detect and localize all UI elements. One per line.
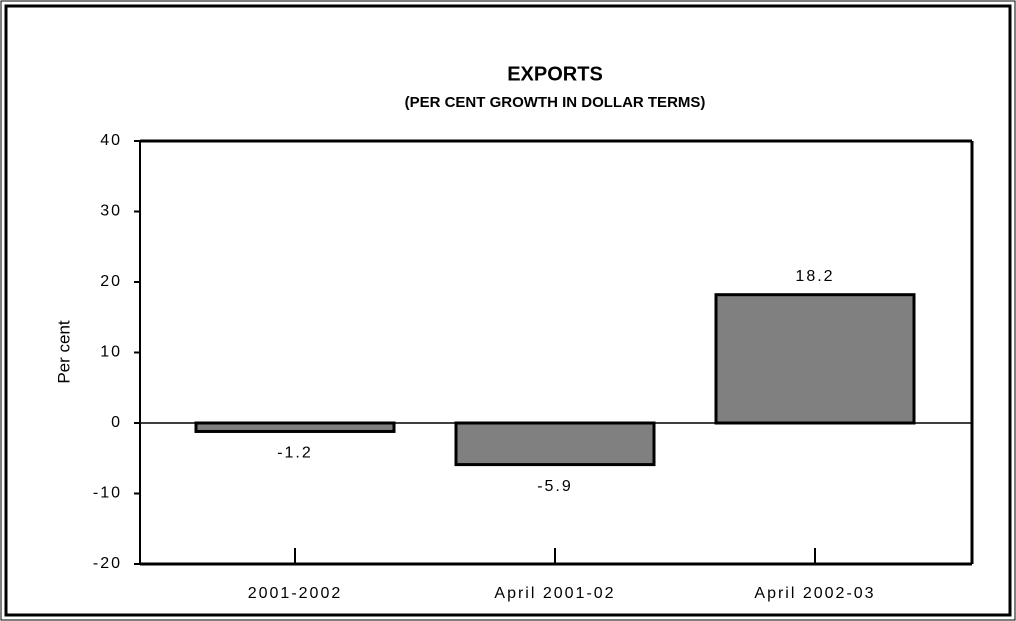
x-tick-label: April 2001-02 bbox=[494, 585, 615, 602]
y-tick-label: 30 bbox=[100, 203, 122, 220]
y-tick-label: 10 bbox=[100, 344, 122, 361]
x-tick-label: 2001-2002 bbox=[248, 585, 343, 602]
chart-subtitle: (PER CENT GROWTH IN DOLLAR TERMS) bbox=[405, 94, 706, 111]
value-label: -5.9 bbox=[537, 478, 573, 495]
y-tick-label: 40 bbox=[100, 132, 122, 149]
y-tick-label: -20 bbox=[93, 555, 122, 572]
x-tick-label: April 2002-03 bbox=[754, 585, 875, 602]
inner-frame bbox=[4, 4, 1012, 617]
y-tick-label: 0 bbox=[111, 414, 122, 431]
bar bbox=[454, 421, 656, 467]
bar bbox=[194, 421, 396, 433]
y-tick-label: -10 bbox=[93, 485, 122, 502]
y-axis-label: Per cent bbox=[54, 320, 73, 384]
bar bbox=[714, 293, 916, 425]
value-label: -1.2 bbox=[277, 445, 313, 462]
chart-title: EXPORTS bbox=[507, 63, 603, 85]
value-label: 18.2 bbox=[795, 268, 834, 285]
y-tick-label: 20 bbox=[100, 273, 122, 290]
